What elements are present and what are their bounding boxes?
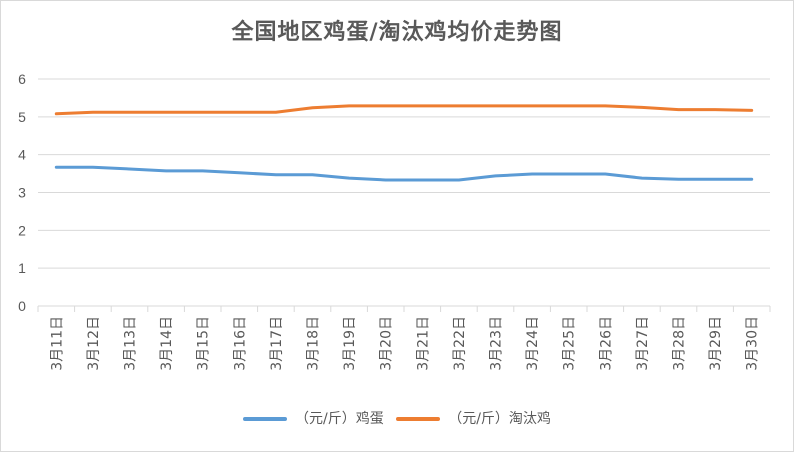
y-tick-label: 1 [18, 260, 26, 276]
y-tick-label: 6 [18, 71, 26, 87]
x-tick-label: 3月14日 [159, 316, 175, 371]
legend-label-hen: （元/斤）淘汰鸡 [448, 411, 551, 427]
series-line-1 [54, 104, 754, 116]
y-tick-label: 5 [18, 109, 26, 125]
x-tick-label: 3月28日 [672, 316, 688, 371]
x-tick-label: 3月12日 [86, 316, 102, 371]
x-tick-label: 3月25日 [562, 316, 578, 371]
legend-label-egg: （元/斤）鸡蛋 [295, 411, 384, 427]
x-tick-label: 3月19日 [342, 316, 358, 371]
legend-swatch-egg [243, 417, 288, 421]
series-line-0 [54, 165, 754, 182]
x-tick-label: 3月27日 [635, 316, 651, 371]
x-tick-label: 3月24日 [525, 316, 541, 371]
x-tick-label: 3月30日 [745, 316, 761, 371]
x-tick-label: 3月11日 [49, 316, 65, 371]
x-tick-label: 3月22日 [452, 316, 468, 371]
x-tick-label: 3月13日 [123, 316, 139, 371]
x-tick-label: 3月29日 [708, 316, 724, 371]
x-tick-label: 3月20日 [379, 316, 395, 371]
y-tick-label: 2 [18, 222, 26, 238]
x-tick-label: 3月15日 [196, 316, 212, 371]
x-tick-label: 3月21日 [415, 316, 431, 371]
y-tick-label: 3 [18, 185, 26, 201]
x-tick-label: 3月16日 [232, 316, 248, 371]
legend-item-hen: （元/斤）淘汰鸡 [396, 408, 551, 428]
chart-legend: （元/斤）鸡蛋 （元/斤）淘汰鸡 [0, 408, 794, 428]
x-tick-label: 3月26日 [598, 316, 614, 371]
x-tick-label: 3月23日 [489, 316, 505, 371]
legend-item-egg: （元/斤）鸡蛋 [243, 408, 384, 428]
legend-swatch-hen [396, 417, 441, 421]
x-tick-label: 3月18日 [306, 316, 322, 371]
chart-title: 全国地区鸡蛋/淘汰鸡均价走势图 [231, 20, 563, 45]
y-tick-label: 4 [18, 147, 26, 163]
x-tick-label: 3月17日 [269, 316, 285, 371]
y-tick-label: 0 [18, 298, 26, 314]
